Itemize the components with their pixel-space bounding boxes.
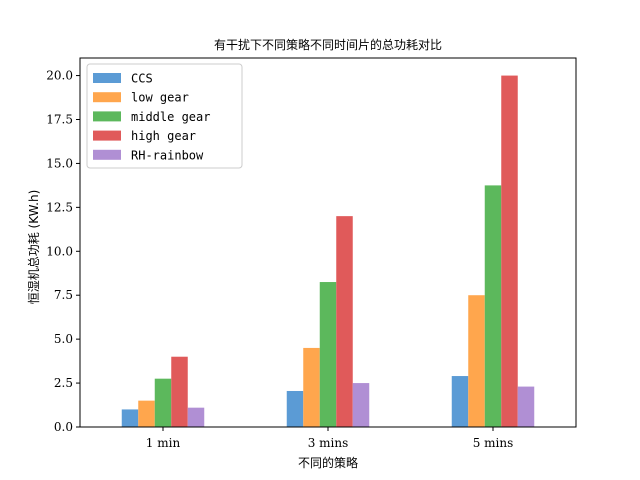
x-axis: 1 min 3 mins 5 mins xyxy=(146,427,513,450)
x-axis-label: 不同的策略 xyxy=(298,455,358,470)
chart-title: 有干扰下不同策略不同时间片的总功耗对比 xyxy=(214,37,442,52)
y-axis: 0.0 2.5 5.0 7.5 10.0 12.5 15.0 17.5 20.0 xyxy=(46,69,80,434)
legend-swatch xyxy=(93,92,121,103)
y-tick-label: 2.5 xyxy=(54,376,73,390)
y-tick-label: 20.0 xyxy=(46,69,73,83)
legend-label: RH-rainbow xyxy=(131,148,204,162)
legend-label: low gear xyxy=(131,91,189,105)
x-tick-label: 1 min xyxy=(146,436,181,450)
bar-middle-gear-2 xyxy=(484,185,502,427)
bar-high-gear-2 xyxy=(501,75,518,428)
y-tick-label: 7.5 xyxy=(54,288,73,302)
y-tick-label: 10.0 xyxy=(46,244,73,258)
bar-rh-rainbow-1 xyxy=(352,383,370,427)
bar-low-gear-2 xyxy=(468,295,485,427)
bar-ccs-2 xyxy=(451,376,469,427)
legend-swatch xyxy=(93,130,121,141)
x-tick-label: 5 mins xyxy=(473,436,514,450)
bar-middle-gear-1 xyxy=(319,282,337,427)
bars-group xyxy=(121,75,535,428)
legend-label: high gear xyxy=(131,129,196,143)
y-tick-label: 5.0 xyxy=(54,332,73,346)
plot-frame xyxy=(79,57,577,428)
legend-swatch xyxy=(93,73,121,83)
x-tick-label: 3 mins xyxy=(308,436,349,450)
bar-high-gear-0 xyxy=(171,356,188,427)
bar-low-gear-1 xyxy=(303,347,320,427)
legend-swatch xyxy=(93,149,121,160)
y-tick-label: 17.5 xyxy=(46,113,73,127)
y-axis-label: 恒湿机总功耗 (KW.h) xyxy=(26,190,41,305)
legend-swatch xyxy=(93,111,121,122)
y-tick-label: 0.0 xyxy=(54,420,73,434)
y-tick-label: 12.5 xyxy=(46,200,73,214)
bar-rh-rainbow-0 xyxy=(187,407,205,427)
legend-box xyxy=(86,63,243,169)
y-tick-label: 15.0 xyxy=(46,156,73,170)
bar-rh-rainbow-2 xyxy=(517,386,535,427)
bar-middle-gear-0 xyxy=(154,378,172,427)
bar-high-gear-1 xyxy=(336,216,353,427)
bar-ccs-0 xyxy=(121,409,139,427)
legend: CCS low gear middle gear high gear RH-rainbo… xyxy=(86,63,243,169)
bar-low-gear-0 xyxy=(138,400,155,427)
bar-ccs-1 xyxy=(286,390,304,427)
legend-label: middle gear xyxy=(131,110,210,124)
legend-label: CCS xyxy=(131,72,153,86)
